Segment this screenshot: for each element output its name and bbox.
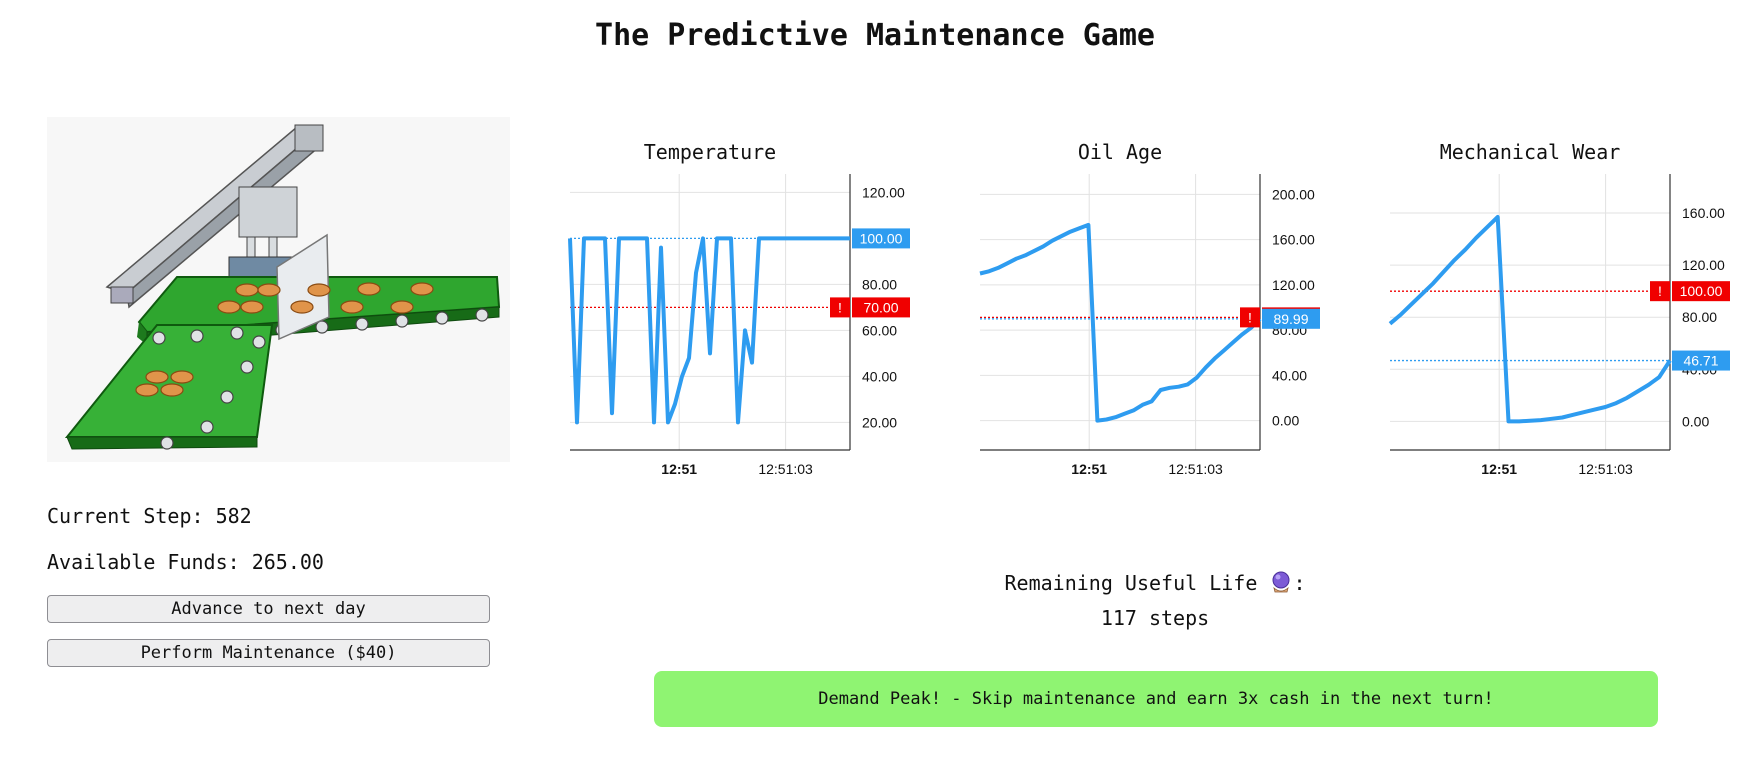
series-line bbox=[1388, 215, 1672, 424]
perform-maintenance-button[interactable]: Perform Maintenance ($40) bbox=[47, 639, 490, 667]
available-funds-stat: Available Funds: 265.00 bbox=[47, 550, 324, 574]
available-funds-label: Available Funds: bbox=[47, 550, 240, 574]
threshold-value-label: 70.00 bbox=[863, 299, 898, 315]
chart-title-temperature: Temperature bbox=[643, 140, 777, 164]
x-tick-label: 12:51:03 bbox=[758, 461, 813, 477]
available-funds-value: 265.00 bbox=[251, 550, 324, 574]
y-tick-label: 60.00 bbox=[862, 322, 897, 338]
temperature-chart: 20.00 40.00 60.00 80.00 120.00 12:51 12:51:03 7… bbox=[568, 174, 910, 477]
y-tick-label: 200.00 bbox=[1272, 186, 1315, 202]
current-value-label: 100.00 bbox=[860, 230, 903, 246]
current-step-label: Current Step: bbox=[47, 504, 204, 528]
threshold-alert-bg bbox=[1650, 281, 1670, 302]
y-tick-label: 0.00 bbox=[1272, 413, 1299, 429]
y-tick-label: 40.00 bbox=[862, 368, 897, 384]
demand-peak-banner: Demand Peak! - Skip maintenance and earn… bbox=[654, 671, 1658, 727]
advance-next-day-button[interactable]: Advance to next day bbox=[47, 595, 490, 623]
y-tick-label: 20.00 bbox=[862, 414, 897, 430]
mechanical-wear-chart: 0.0040.0080.00120.00160.0012:5112:51:031… bbox=[1388, 174, 1730, 477]
page-title: The Predictive Maintenance Game bbox=[595, 18, 1155, 53]
current-value-label: 89.99 bbox=[1273, 311, 1308, 327]
y-tick-label: 80.00 bbox=[862, 276, 897, 292]
x-tick-label: 12:51:03 bbox=[1168, 461, 1223, 477]
y-tick-label: 160.00 bbox=[1682, 205, 1725, 221]
x-tick-label: 12:51 bbox=[1071, 461, 1107, 477]
threshold-alert-bg bbox=[830, 297, 850, 318]
y-tick-label: 80.00 bbox=[1682, 309, 1717, 325]
threshold-value-label: 100.00 bbox=[1680, 283, 1723, 299]
rul-label-text: Remaining Useful Life bbox=[1004, 571, 1258, 595]
y-tick-label: 160.00 bbox=[1272, 232, 1315, 248]
conveyor-machine-illustration bbox=[47, 117, 510, 462]
current-value-label: 46.71 bbox=[1683, 353, 1718, 369]
y-tick-label: 0.00 bbox=[1682, 413, 1709, 429]
current-value-label-bg bbox=[1262, 308, 1320, 329]
current-step-stat: Current Step: 582 bbox=[47, 504, 252, 528]
current-step-value: 582 bbox=[215, 504, 252, 528]
remaining-useful-life-value: 117 steps bbox=[1100, 606, 1210, 630]
x-tick-label: 12:51 bbox=[661, 461, 697, 477]
threshold-value-label-bg bbox=[852, 297, 910, 318]
threshold-alert-icon: ! bbox=[1248, 309, 1252, 325]
x-tick-label: 12:51:03 bbox=[1578, 461, 1633, 477]
threshold-alert-bg bbox=[1240, 307, 1260, 328]
chart-title-mechanical-wear: Mechanical Wear bbox=[1439, 140, 1621, 164]
y-tick-label: 120.00 bbox=[862, 184, 905, 200]
threshold-alert-icon: ! bbox=[838, 299, 842, 315]
banner-text: Demand Peak! - Skip maintenance and earn… bbox=[818, 689, 1494, 709]
series-line bbox=[568, 236, 850, 425]
y-tick-label: 120.00 bbox=[1272, 277, 1315, 293]
y-tick-label: 40.00 bbox=[1272, 367, 1307, 383]
current-value-label-bg bbox=[1672, 350, 1730, 371]
crystal-ball-icon bbox=[1272, 571, 1290, 593]
y-tick-label: 120.00 bbox=[1682, 257, 1725, 273]
series-line bbox=[979, 222, 1262, 423]
threshold-alert-icon: ! bbox=[1658, 283, 1662, 299]
threshold-value-label-bg bbox=[1672, 281, 1730, 302]
chart-title-oil-age: Oil Age bbox=[1077, 140, 1163, 164]
current-value-label-bg bbox=[852, 228, 910, 249]
x-tick-label: 12:51 bbox=[1481, 461, 1517, 477]
remaining-useful-life-label: Remaining Useful Life : bbox=[1004, 571, 1306, 595]
